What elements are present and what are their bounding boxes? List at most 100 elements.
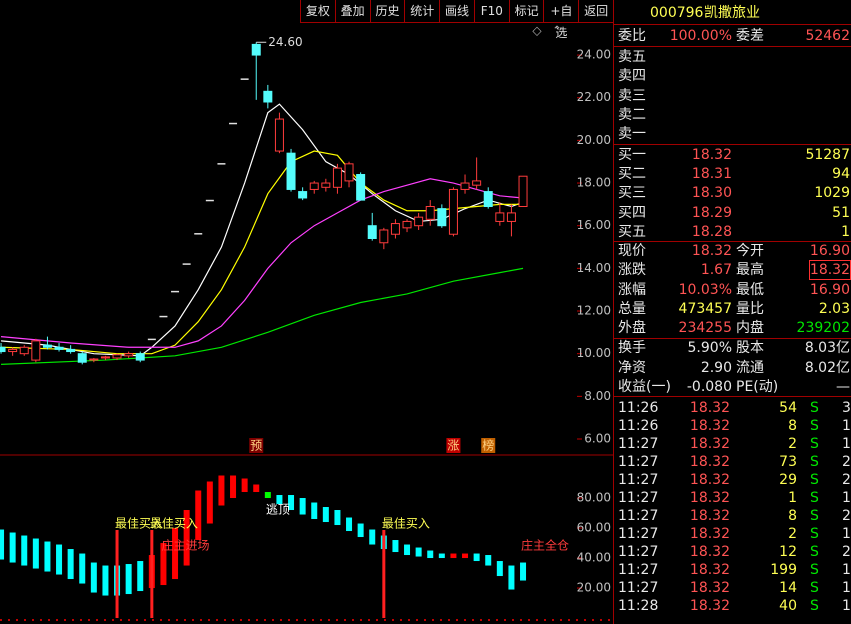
candle-body	[77, 353, 87, 363]
bid-label: 买一	[618, 147, 646, 163]
label: 委差	[736, 28, 764, 44]
tick-volume: 12	[779, 544, 797, 560]
bid-price: 18.32	[691, 147, 732, 163]
indicator-bar	[125, 564, 132, 595]
moving-average	[0, 178, 524, 348]
toolbar-button[interactable]: 叠加	[334, 0, 370, 22]
toolbar: 复权 叠加 历史 统计 画线 F10 标记 +自选 返回	[300, 0, 613, 40]
tick-price: 18.32	[689, 454, 730, 470]
tick-count: 2	[842, 472, 851, 488]
tick-side: S	[810, 580, 819, 596]
toolbar-button[interactable]: 历史	[369, 0, 405, 22]
toolbar-button[interactable]: 标记	[508, 0, 544, 22]
stat-label: 最低	[736, 282, 764, 298]
ask-label: 卖三	[618, 87, 646, 104]
bid-label: 买五	[618, 223, 646, 240]
stat-value: 8.03亿	[804, 340, 850, 356]
stat-label: 现价	[618, 243, 646, 259]
indicator-bar	[195, 490, 202, 541]
candle-body	[402, 220, 412, 229]
toolbar-button[interactable]: +自选	[543, 0, 578, 40]
stat-value: 2.03	[818, 301, 850, 317]
stat-value: 5.90%	[687, 340, 732, 356]
stat-label: PE(动)	[736, 379, 779, 395]
stat-value: 18.32	[808, 260, 851, 280]
toolbar-button[interactable]: 画线	[439, 0, 474, 22]
value: 100.00%	[669, 28, 732, 44]
marker: 预	[250, 439, 262, 453]
indicator-bar	[67, 549, 74, 580]
stat-value: 18.32	[691, 243, 732, 259]
tick-volume: 29	[779, 472, 797, 488]
stat-label: 涨幅	[618, 282, 646, 298]
candle-body	[19, 346, 29, 355]
candle-body	[321, 182, 331, 188]
moving-average	[1, 267, 524, 365]
bid-volume: 51	[832, 204, 850, 221]
y-tick-label: 6.00	[584, 432, 611, 446]
stat-value: 234255	[678, 320, 732, 336]
stock-name: 凯撒旅业	[704, 5, 760, 21]
tick-volume: 40	[779, 598, 797, 614]
stat-label: 量比	[736, 301, 764, 317]
separator	[614, 144, 851, 145]
toolbar-button[interactable]: 统计	[404, 0, 439, 22]
separator	[614, 241, 851, 242]
indicator-bar	[392, 540, 399, 553]
candle-body	[518, 175, 528, 208]
indicator-bar	[241, 478, 248, 493]
candle-body	[54, 346, 64, 350]
tick-volume: 1	[788, 490, 797, 506]
candle-body	[100, 356, 110, 359]
y-tick-label: 14.00	[577, 261, 611, 275]
tick-count: 2	[842, 454, 851, 470]
candle-body	[437, 208, 447, 227]
toolbar-button[interactable]: 复权	[300, 0, 335, 22]
bid-volume: 1029	[814, 185, 850, 202]
indicator-bar	[427, 550, 434, 559]
bid-label: 买三	[618, 185, 646, 202]
bid-price: 18.29	[691, 204, 732, 221]
tick-count: 1	[842, 580, 851, 596]
indicator-bar	[102, 565, 109, 596]
indicator-bar	[299, 498, 306, 515]
tick-volume: 54	[779, 400, 797, 416]
ask-label: 卖二	[618, 106, 646, 123]
indicator-bar	[183, 510, 190, 566]
stat-value: -0.080	[686, 379, 732, 395]
tick-price: 18.32	[689, 598, 730, 614]
candle-body	[286, 152, 296, 190]
toolbar-button[interactable]: F10	[473, 0, 509, 22]
indicator-bar	[264, 492, 271, 499]
bid-price: 18.30	[691, 185, 732, 202]
annotation: 庄主全仓	[521, 538, 569, 553]
indicator-bar	[508, 565, 515, 590]
marker: 涨	[447, 438, 459, 453]
bid-price: 18.28	[691, 223, 732, 240]
stat-value: 8.02亿	[804, 360, 850, 376]
indicator-bar	[450, 553, 457, 559]
marker-box	[249, 438, 264, 453]
stat-label: 今开	[736, 243, 764, 259]
tick-time: 11:27	[618, 544, 659, 560]
toolbar-button[interactable]: 返回	[578, 0, 613, 22]
tick-price: 18.32	[689, 490, 730, 506]
tick-time: 11:27	[618, 472, 659, 488]
stock-code: 000796	[650, 5, 704, 21]
stat-value: 2.90	[700, 360, 732, 376]
peak-label: 24.60	[268, 35, 302, 49]
candle-body	[124, 353, 134, 357]
charts: ◇ ⌃ 6.00 8.00 10.00 12.00 14.00 16.00 18.00 20.00…	[0, 23, 613, 621]
indicator-bar	[79, 553, 86, 584]
separator	[614, 24, 851, 25]
y-tick-label: 22.00	[577, 90, 611, 104]
marker-box	[481, 438, 496, 453]
tick-time: 11:27	[618, 490, 659, 506]
stat-label: 收益(一)	[618, 379, 671, 395]
tick-volume: 8	[788, 418, 797, 434]
candle-body	[89, 358, 99, 361]
tick-count: 1	[842, 562, 851, 578]
stat-label: 换手	[618, 340, 646, 356]
indicator-bar	[206, 481, 213, 524]
y-tick-label: 18.00	[577, 176, 611, 190]
